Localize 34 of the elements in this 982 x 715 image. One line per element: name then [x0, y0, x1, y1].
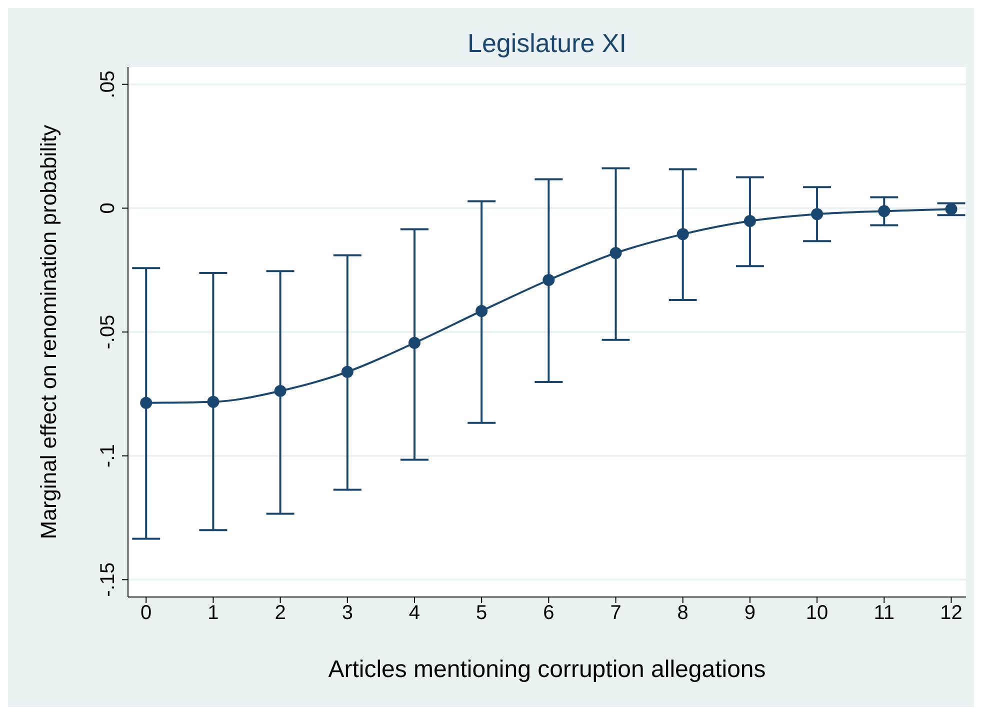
- point: [610, 246, 622, 259]
- x-tick-label: 0: [140, 602, 152, 624]
- point: [945, 203, 958, 216]
- x-tick-label: 12: [940, 602, 962, 624]
- point: [878, 205, 890, 218]
- x-tick-label: 5: [476, 602, 488, 624]
- x-tick-label: 3: [342, 602, 353, 624]
- point: [140, 396, 152, 409]
- y-tick-label: -.15: [97, 562, 119, 597]
- point: [476, 304, 488, 317]
- point: [676, 228, 689, 240]
- point: [207, 396, 220, 408]
- y-tick-label: -.1: [97, 444, 119, 468]
- y-tick-label: 0: [97, 202, 119, 214]
- y-axis-title: Marginal effect on renomination probability: [36, 124, 61, 540]
- point: [274, 384, 286, 397]
- x-tick-label: 9: [744, 602, 756, 624]
- point: [341, 366, 354, 378]
- x-tick-label: 11: [874, 602, 895, 624]
- point: [542, 274, 555, 286]
- x-tick-label: 2: [274, 602, 286, 624]
- y-tick-label: .05: [97, 70, 119, 98]
- point: [408, 336, 420, 349]
- x-tick-label: 6: [543, 602, 554, 624]
- chart-title: Legislature XI: [466, 28, 628, 59]
- x-tick-label: 4: [408, 602, 420, 624]
- x-tick-label: 8: [677, 602, 688, 624]
- x-axis-title: Articles mentioning corruption allegations: [328, 656, 766, 683]
- x-tick-label: 7: [610, 602, 622, 624]
- point: [811, 208, 824, 220]
- x-tick-label: 10: [806, 602, 828, 624]
- y-tick-label: -.05: [97, 314, 119, 350]
- point: [744, 215, 756, 228]
- x-tick-label: 1: [208, 602, 219, 624]
